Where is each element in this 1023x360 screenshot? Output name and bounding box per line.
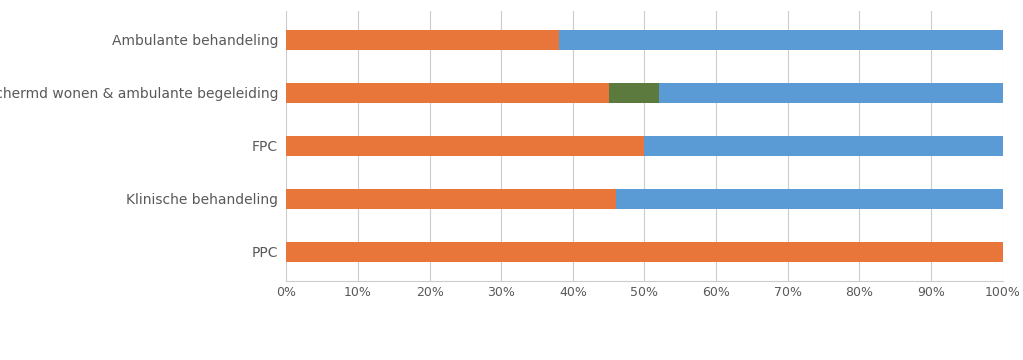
Bar [286,242,1003,262]
Bar [286,30,559,50]
Bar [616,189,1003,209]
Bar [286,189,616,209]
Bar [659,83,1003,103]
Bar [286,136,644,156]
Bar [559,30,1003,50]
Bar [286,83,609,103]
Bar [644,136,1003,156]
Bar [609,83,659,103]
